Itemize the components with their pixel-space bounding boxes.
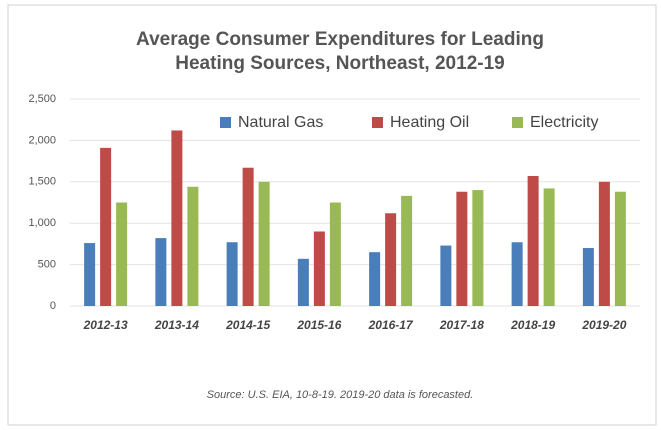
legend-label: Heating Oil xyxy=(390,114,469,131)
bar xyxy=(226,242,238,306)
bar xyxy=(84,243,96,306)
x-tick-label: 2012-13 xyxy=(83,318,128,332)
bar xyxy=(369,252,381,306)
chart-title: Heating Sources, Northeast, 2012-19 xyxy=(175,53,504,74)
bar xyxy=(582,248,594,306)
chart-title: Average Consumer Expenditures for Leadin… xyxy=(136,29,544,50)
bar xyxy=(456,191,468,306)
bar xyxy=(171,130,183,306)
x-tick-label: 2014-15 xyxy=(225,318,270,332)
bar xyxy=(527,176,539,306)
bar xyxy=(242,167,254,306)
bar xyxy=(385,213,397,306)
bar xyxy=(543,188,555,306)
bar xyxy=(472,190,484,306)
bar xyxy=(598,181,610,306)
y-tick-label: 1,500 xyxy=(28,176,56,188)
bar xyxy=(187,186,199,306)
bar xyxy=(329,202,341,306)
x-tick-label: 2015-16 xyxy=(296,318,341,332)
bar xyxy=(258,181,270,306)
bar xyxy=(155,238,167,306)
y-tick-label: 2,500 xyxy=(28,93,56,105)
source-note: Source: U.S. EIA, 10-8-19. 2019-20 data … xyxy=(207,389,474,401)
bar xyxy=(511,242,523,306)
x-tick-label: 2018-19 xyxy=(510,318,555,332)
bar xyxy=(313,231,325,306)
legend-swatch xyxy=(512,117,523,128)
y-tick-label: 2,000 xyxy=(28,134,56,146)
x-tick-label: 2013-14 xyxy=(154,318,199,332)
legend-label: Natural Gas xyxy=(238,114,323,131)
bar xyxy=(297,258,309,306)
bar xyxy=(614,191,626,306)
x-tick-label: 2019-20 xyxy=(581,318,626,332)
y-tick-label: 1,000 xyxy=(28,217,56,229)
bar xyxy=(440,245,452,306)
bar xyxy=(116,202,128,306)
y-tick-label: 0 xyxy=(50,300,56,312)
legend-swatch xyxy=(372,117,383,128)
y-tick-label: 500 xyxy=(38,259,56,271)
x-tick-label: 2017-18 xyxy=(439,318,484,332)
bar xyxy=(100,147,112,306)
legend-label: Electricity xyxy=(530,114,598,131)
bar xyxy=(401,195,413,306)
x-tick-label: 2016-17 xyxy=(368,318,414,332)
legend-swatch xyxy=(220,117,231,128)
